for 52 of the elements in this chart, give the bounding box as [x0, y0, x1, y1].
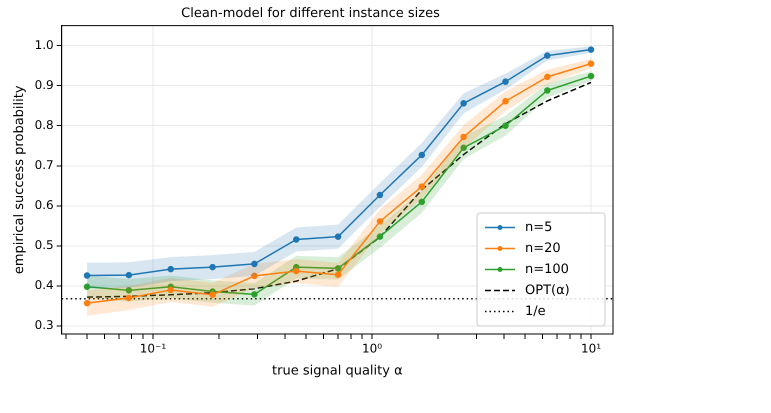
point: [167, 286, 174, 294]
y-tick-label: 1.0: [34, 38, 54, 52]
point: [209, 292, 216, 298]
y-tick-label: 0.5: [34, 238, 54, 252]
point: [544, 52, 551, 59]
chart-title: Clean-model for different instance sizes: [181, 6, 440, 22]
point: [502, 98, 509, 105]
y-tick-label: 0.3: [34, 318, 54, 332]
point: [293, 268, 300, 274]
point: [544, 87, 551, 94]
point: [502, 78, 509, 85]
point: [460, 100, 467, 107]
point: [84, 283, 90, 290]
point: [334, 271, 342, 278]
point: [376, 233, 384, 240]
point: [376, 192, 384, 198]
point: [126, 287, 132, 294]
point: [251, 291, 258, 298]
x-tick-label: 10¹: [580, 341, 602, 356]
point: [84, 300, 90, 306]
point: [376, 218, 384, 225]
y-tick-label: 0.4: [34, 278, 54, 292]
x-tick-label: 10⁰: [362, 341, 382, 356]
point: [544, 74, 551, 80]
point: [167, 266, 174, 272]
legend-label: n=20: [525, 240, 561, 256]
legend-label: n=100: [525, 262, 569, 277]
point: [126, 294, 132, 302]
y-axis-title: empirical success probability: [12, 85, 28, 274]
point: [334, 265, 342, 272]
point: [293, 236, 300, 243]
point: [418, 198, 426, 206]
point: [84, 272, 90, 279]
point: [418, 152, 426, 158]
point: [334, 233, 342, 240]
point: [251, 260, 258, 268]
point: [418, 183, 426, 190]
point: [251, 272, 258, 280]
point: [126, 272, 132, 278]
legend-label: n=5: [525, 220, 552, 235]
point: [209, 264, 216, 270]
legend-label: 1/e: [525, 304, 546, 319]
point: [502, 122, 509, 129]
point: [460, 144, 467, 152]
point: [460, 134, 467, 140]
x-tick-label: 10⁻¹: [140, 341, 166, 356]
legend-label: OPT(α): [525, 282, 570, 298]
y-tick-label: 0.8: [34, 118, 54, 132]
x-axis-title: true signal quality α: [272, 364, 403, 379]
y-tick-label: 0.6: [34, 198, 54, 212]
y-tick-label: 0.7: [34, 158, 54, 172]
y-tick-label: 0.9: [34, 78, 54, 92]
